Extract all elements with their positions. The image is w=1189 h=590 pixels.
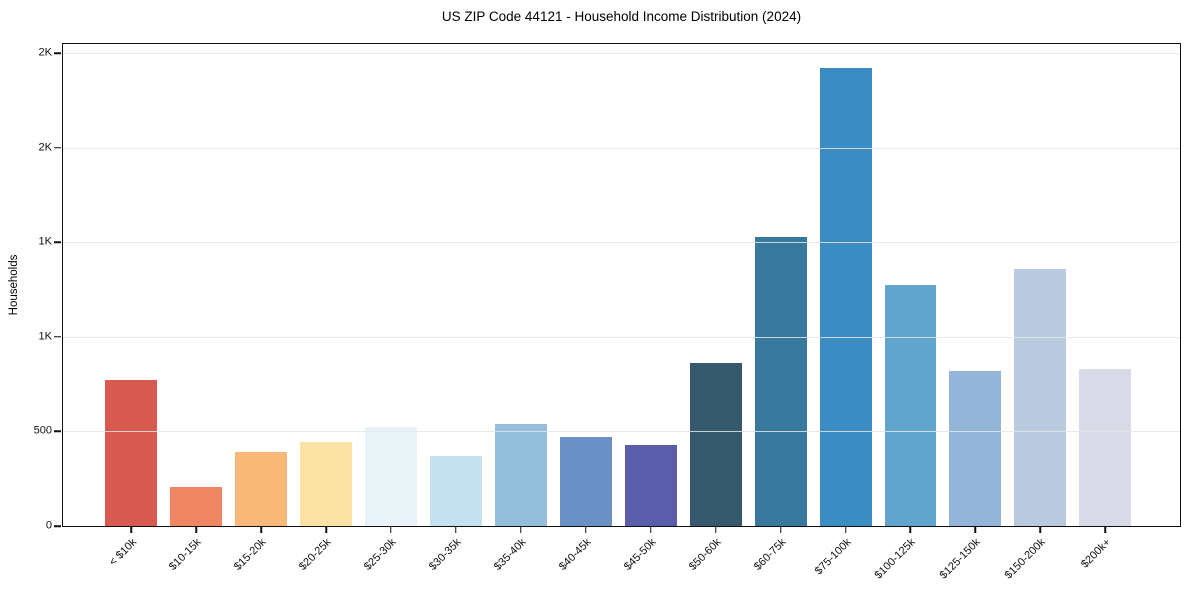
x-tick-mark	[1104, 527, 1107, 533]
x-tick-label: $125-150k	[937, 536, 984, 582]
y-tick-label: 1K	[38, 235, 52, 248]
x-tick-mark	[909, 527, 912, 533]
bar	[105, 379, 158, 526]
x-tick-mark	[844, 527, 847, 533]
bar	[559, 437, 612, 526]
x-tick-mark	[779, 527, 782, 533]
x-tick-mark	[260, 527, 262, 533]
bar	[754, 236, 807, 526]
bar	[819, 67, 872, 526]
y-tick-mark	[54, 147, 61, 149]
x-tick-mark	[325, 527, 327, 533]
bar	[300, 441, 352, 526]
x-tick-label: $20-25k	[297, 536, 334, 573]
y-tick-mark	[54, 241, 61, 244]
y-tick-mark	[54, 430, 61, 433]
x-tick-mark	[455, 527, 457, 533]
gridline	[63, 431, 1180, 433]
bar	[1079, 369, 1132, 526]
bar	[429, 456, 482, 526]
x-tick-label: $75-100k	[812, 536, 854, 578]
x-tick-mark	[195, 527, 197, 533]
x-tick-label: < $10k	[106, 536, 139, 569]
bar	[624, 444, 677, 526]
x-tick-label: $10-15k	[167, 536, 204, 573]
bar	[1014, 268, 1067, 526]
x-tick-label: $40-45k	[556, 536, 594, 573]
x-tick-mark	[714, 527, 717, 533]
y-tick-label: 500	[33, 424, 52, 437]
gridline	[63, 336, 1180, 338]
bar	[949, 371, 1002, 526]
x-tick-label: $25-30k	[362, 536, 399, 573]
x-tick-mark	[585, 527, 587, 533]
y-axis-label: Households	[8, 254, 20, 316]
x-tick-label: $45-50k	[621, 536, 659, 573]
x-tick-mark	[130, 527, 132, 533]
y-tick-label: 2K	[38, 141, 52, 154]
x-tick-label: $60-75k	[751, 536, 789, 573]
x-tick-label: $30-35k	[427, 536, 464, 573]
chart-title: US ZIP Code 44121 - Household Income Dis…	[441, 9, 802, 24]
y-tick-label: 1K	[38, 330, 52, 343]
y-tick-mark	[54, 525, 61, 527]
bar	[170, 487, 223, 526]
x-tick-mark	[520, 527, 522, 533]
bar	[689, 362, 742, 526]
y-tick-mark	[54, 52, 61, 55]
x-tick-label: $15-20k	[232, 536, 269, 573]
x-tick-label: $50-60k	[686, 536, 724, 573]
gridline	[63, 147, 1180, 149]
x-tick-mark	[1039, 527, 1042, 533]
y-tick-label: 2K	[38, 46, 52, 59]
x-tick-label: $200k+	[1078, 536, 1114, 571]
plot-area: < $10k $10-15k $15-20k $20-25k $25-30k $30-35…	[34, 43, 1181, 582]
y-tick-mark	[54, 336, 61, 338]
bar	[364, 426, 417, 526]
bar	[884, 285, 937, 526]
bar	[494, 423, 547, 526]
x-tick-mark	[390, 527, 392, 533]
x-tick-label: $150-200k	[1002, 536, 1049, 582]
bar	[235, 452, 288, 526]
gridline	[63, 242, 1180, 244]
x-tick-mark	[649, 527, 652, 533]
x-tick-label: $35-40k	[492, 536, 529, 573]
gridline	[63, 53, 1180, 55]
x-tick-label: $100-125k	[873, 536, 919, 582]
y-tick-label: 0	[45, 519, 52, 532]
x-tick-mark	[974, 527, 977, 533]
